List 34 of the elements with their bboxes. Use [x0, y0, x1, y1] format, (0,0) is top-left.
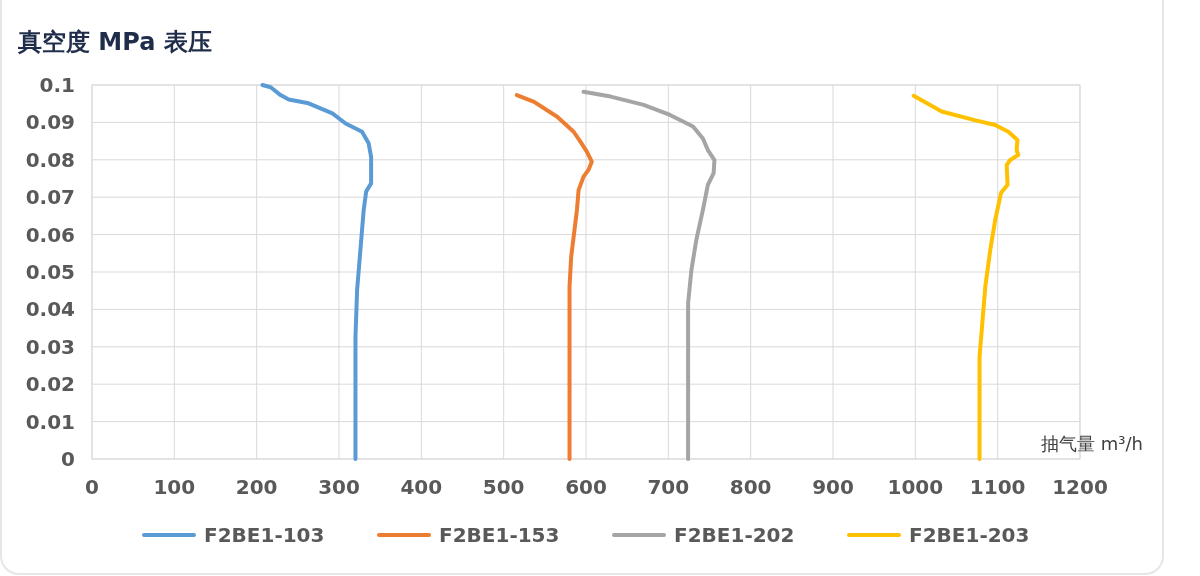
xtick: 300: [318, 475, 360, 499]
legend-label: F2BE1-103: [204, 523, 325, 547]
legend-label: F2BE1-153: [439, 523, 560, 547]
ytick: 0.08: [25, 147, 75, 172]
xtick: 400: [400, 475, 443, 499]
xtick: 1100: [969, 475, 1026, 499]
xtick: 1200: [1052, 475, 1108, 499]
xtick: 800: [729, 475, 772, 499]
ytick: 0.07: [25, 185, 75, 210]
xtick: 900: [812, 475, 854, 499]
legend-label: F2BE1-203: [909, 523, 1030, 547]
xtick: 200: [235, 475, 278, 499]
xtick: 100: [153, 475, 196, 499]
ytick: 0.09: [25, 110, 75, 135]
ytick: 0.1: [39, 73, 75, 97]
xtick: 500: [482, 475, 525, 499]
ytick: 0.01: [25, 409, 75, 434]
title: 真空度 MPa 表压: [18, 28, 212, 56]
xtick: 600: [565, 475, 607, 499]
ytick: 0.05: [25, 260, 75, 284]
xlabel: 抽气量 m³/h: [1041, 433, 1143, 454]
ytick: 0.03: [25, 334, 75, 359]
xtick: 700: [647, 475, 690, 499]
legend-item: F2BE1-103: [142, 523, 325, 547]
legend-item: F2BE1-153: [377, 523, 560, 547]
legend-item: F2BE1-202: [612, 523, 795, 547]
legend-item: F2BE1-203: [847, 523, 1030, 547]
ytick: 0.02: [25, 372, 75, 397]
legend-label: F2BE1-202: [674, 523, 795, 547]
xtick: 0: [85, 475, 99, 499]
ytick: 0: [61, 447, 75, 471]
xtick: 1000: [887, 475, 944, 499]
ytick: 0.06: [25, 222, 75, 247]
ytick: 0.04: [25, 297, 75, 322]
